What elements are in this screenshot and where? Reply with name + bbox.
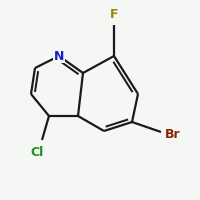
Text: Br: Br — [165, 128, 181, 140]
Text: Cl: Cl — [30, 146, 44, 158]
Text: N: N — [54, 49, 64, 62]
Text: F: F — [110, 8, 118, 21]
